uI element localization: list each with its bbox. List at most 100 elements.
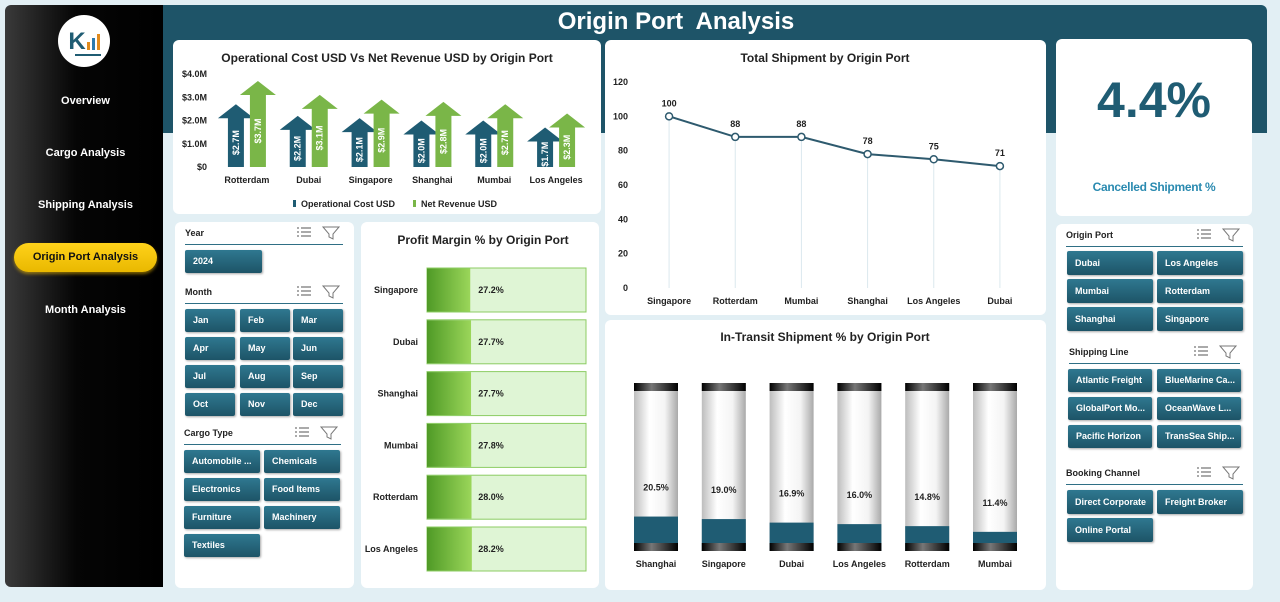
slicer-button[interactable]: OceanWave L... (1157, 397, 1241, 420)
y-tick-label: Mumbai (384, 440, 418, 450)
chart: Operational Cost USD Vs Net Revenue USD … (182, 51, 586, 209)
slicer-button[interactable]: Jun (293, 337, 343, 360)
slicer-button[interactable]: GlobalPort Mo... (1068, 397, 1152, 420)
y-tick-label: $2.0M (182, 116, 207, 126)
value-label: $2.8M (438, 129, 448, 154)
bar (465, 120, 502, 167)
slicer-button[interactable]: Automobile ... (184, 450, 260, 473)
value-label: 19.0% (711, 485, 737, 495)
value-label: 88 (796, 119, 806, 129)
chart-title: Total Shipment by Origin Port (740, 51, 909, 65)
slicer-icons[interactable] (1193, 227, 1243, 243)
slicer-button[interactable]: Jan (185, 309, 235, 332)
slicer-divider (1066, 484, 1243, 485)
slicer-button[interactable]: Chemicals (264, 450, 340, 473)
x-tick-label: Shanghai (412, 175, 453, 185)
slicer-button[interactable]: May (240, 337, 290, 360)
bar (427, 268, 471, 312)
slicer-title: Month (185, 287, 212, 297)
slicer-button[interactable]: Dubai (1067, 251, 1153, 275)
value-label: 16.9% (779, 489, 805, 499)
nav-item[interactable]: Overview (61, 95, 110, 107)
bar (425, 101, 462, 167)
slicer-button[interactable]: Pacific Horizon (1068, 425, 1152, 448)
value-label: 27.7% (478, 337, 504, 347)
x-tick-label: Mumbai (477, 175, 511, 185)
bar (487, 104, 524, 167)
cost-revenue-panel: Operational Cost USD Vs Net Revenue USD … (173, 40, 601, 214)
nav-item[interactable]: Month Analysis (45, 304, 126, 316)
y-tick-label: 120 (613, 77, 628, 87)
nav-item[interactable]: Shipping Analysis (38, 199, 133, 211)
slicer-icons[interactable] (1190, 344, 1240, 360)
filter-icon (1218, 345, 1238, 359)
bar (217, 104, 254, 167)
slicer-button[interactable]: Direct Corporate (1067, 490, 1153, 514)
value-label: 16.0% (847, 490, 873, 500)
filter-icon (1221, 466, 1241, 480)
slicer-button[interactable]: Dec (293, 393, 343, 416)
in-transit-panel: In-Transit Shipment % by Origin Port 20.5… (605, 320, 1046, 590)
slicer-button[interactable]: Electronics (184, 478, 260, 501)
value-label: 20.5% (643, 483, 669, 493)
slicer-button[interactable]: Nov (240, 393, 290, 416)
nav-item[interactable]: Origin Port Analysis (14, 243, 157, 272)
value-label: $2.0M (478, 138, 488, 163)
cylinder-body (973, 383, 1017, 551)
cylinder-cap (634, 543, 678, 551)
slicer-button[interactable]: Oct (185, 393, 235, 416)
slicer-button[interactable]: Online Portal (1067, 518, 1153, 542)
slicer-icons[interactable] (293, 284, 343, 300)
slicer-button[interactable]: Furniture (184, 506, 260, 529)
slicer-button[interactable]: Textiles (184, 534, 260, 557)
y-tick-label: 40 (618, 214, 628, 224)
cylinder-cap (973, 383, 1017, 391)
bar (427, 527, 472, 571)
slicer-button[interactable]: Food Items (264, 478, 340, 501)
x-tick-label: Shanghai (636, 559, 677, 569)
slicer-button[interactable]: Machinery (264, 506, 340, 529)
slicer-button[interactable]: Sep (293, 365, 343, 388)
cylinder-cap (634, 383, 678, 391)
y-tick-label: Singapore (374, 285, 418, 295)
bar (403, 120, 440, 167)
slicer-button[interactable]: Singapore (1157, 307, 1243, 331)
slicer-button[interactable]: Mumbai (1067, 279, 1153, 303)
y-tick-label: $1.0M (182, 139, 207, 149)
slicer-button[interactable]: Jul (185, 365, 235, 388)
bar (341, 118, 378, 167)
x-tick-label: Shanghai (847, 296, 888, 306)
slicer-button[interactable]: Atlantic Freight (1068, 369, 1152, 392)
value-label: $2.7M (500, 130, 510, 155)
slicer-icons[interactable] (291, 425, 341, 441)
svg-text:K: K (68, 28, 86, 55)
x-tick-label: Rotterdam (713, 296, 758, 306)
value-label: 78 (863, 136, 873, 146)
y-tick-label: 100 (613, 111, 628, 121)
slicer-button[interactable]: Mar (293, 309, 343, 332)
slicer-button[interactable]: 2024 (185, 250, 262, 273)
x-tick-label: Rotterdam (905, 559, 950, 569)
filter-icon (321, 285, 341, 299)
slicer-icons[interactable] (293, 225, 343, 241)
slicer-button[interactable]: BlueMarine Ca... (1157, 369, 1241, 392)
slicer-button[interactable]: Los Angeles (1157, 251, 1243, 275)
profit-panel: Profit Margin % by Origin Port Singapore 2… (361, 222, 599, 588)
slicer-button[interactable]: TransSea Ship... (1157, 425, 1241, 448)
value-label: 27.2% (478, 285, 504, 295)
slicer-button[interactable]: Freight Broker (1157, 490, 1243, 514)
x-tick-label: Los Angeles (907, 296, 960, 306)
slicer-button[interactable]: Apr (185, 337, 235, 360)
slicer-button[interactable]: Rotterdam (1157, 279, 1243, 303)
slicer-button[interactable]: Aug (240, 365, 290, 388)
slicer-button[interactable]: Feb (240, 309, 290, 332)
bar (239, 80, 276, 167)
slicer-button[interactable]: Shanghai (1067, 307, 1153, 331)
x-tick-label: Mumbai (784, 296, 818, 306)
point (863, 149, 872, 159)
slicer-icons[interactable] (1193, 465, 1243, 481)
nav-item[interactable]: Cargo Analysis (45, 147, 126, 159)
legend-label: Net Revenue USD (421, 199, 498, 209)
slicer-divider (185, 244, 343, 245)
